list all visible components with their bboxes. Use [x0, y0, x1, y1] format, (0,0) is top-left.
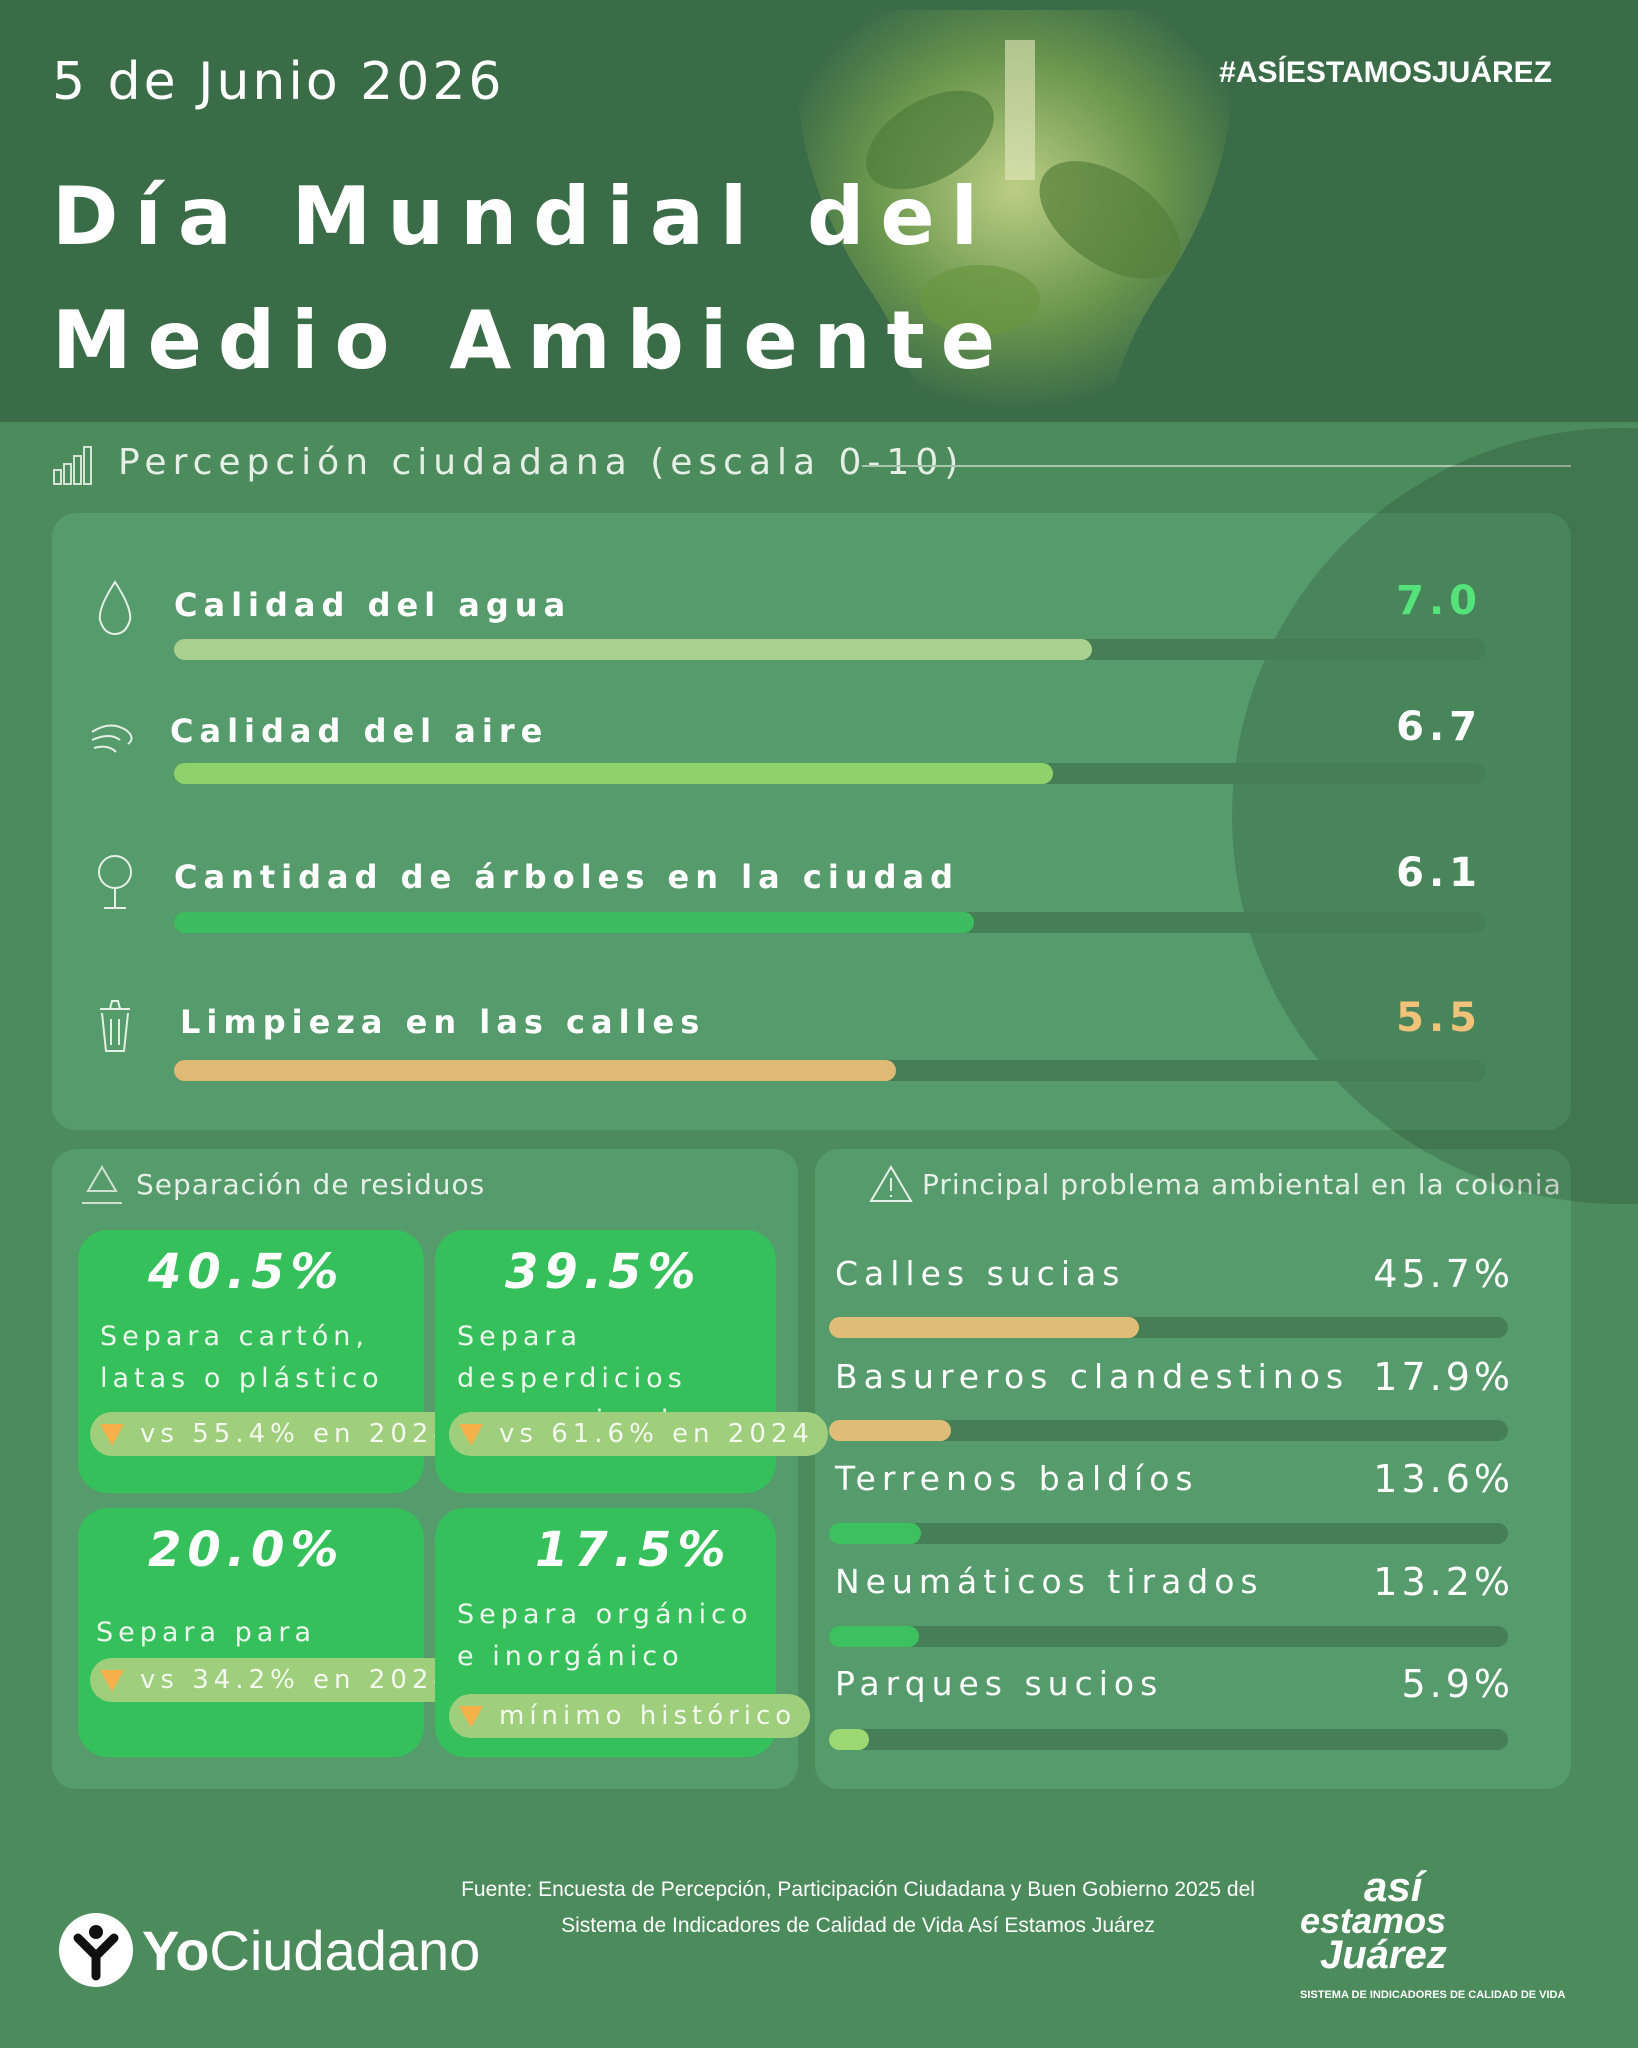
bar — [174, 912, 975, 933]
brand: YoCiudadano — [142, 1918, 480, 1983]
value-label: 17.9% — [1373, 1354, 1514, 1399]
bar — [174, 763, 1054, 784]
value-label: 13.6% — [1373, 1457, 1514, 1501]
perception-panel — [52, 513, 1571, 1130]
bar-label: Cantidad de árboles en la ciudad — [174, 858, 959, 896]
logo-text: Juárez — [1320, 1933, 1447, 1977]
brand-icon — [59, 1913, 133, 1987]
stat-card: 17.5% Separa orgánico e inorgánico mínimo … — [435, 1508, 811, 1757]
stat-text: Separa orgánico e inorgánico — [457, 1599, 753, 1672]
row-icon — [98, 855, 132, 909]
source: Sistema de Indicadores de Calidad de Vid… — [561, 1914, 1155, 1937]
stat-card: 40.5% Separa cartón, latas o plástico vs 5… — [78, 1230, 469, 1493]
row-icon — [100, 1000, 130, 1052]
comparison-pill: mínimo histórico — [449, 1694, 811, 1738]
divider — [862, 465, 1571, 467]
bar — [829, 1317, 1140, 1338]
bar-label: Calidad del aire — [170, 712, 549, 750]
bar — [829, 1523, 922, 1544]
brand-yo: Yo — [142, 1919, 210, 1982]
bar-track — [829, 1729, 1508, 1750]
bar-label: Calles sucias — [835, 1254, 1126, 1293]
hashtag: #ASÍESTAMOSJUÁREZ — [1219, 56, 1552, 89]
comparison-text: vs 61.6% en 2024 — [499, 1419, 814, 1449]
bar-label: Basureros clandestinos — [835, 1356, 1350, 1396]
bar-label: Parques sucios — [835, 1664, 1164, 1703]
stat-text: Separa cartón, latas o plástico — [100, 1321, 384, 1394]
comparison-pill: vs 61.6% en 2024 — [449, 1412, 828, 1456]
comparison-text: mínimo histórico — [499, 1701, 797, 1731]
bar — [174, 1060, 896, 1081]
logo: así estamos Juárez SISTEMA DE INDICADORE… — [1300, 1863, 1580, 2012]
brand-rest: Ciudadano — [209, 1919, 481, 1982]
bar-track — [174, 639, 1486, 660]
bar-track — [174, 1060, 1486, 1081]
down-arrow — [100, 1669, 124, 1692]
chart-icon — [53, 446, 92, 485]
value-label: 7.0 — [1396, 578, 1482, 624]
comparison-text: vs 34.2% en 2024 — [140, 1665, 455, 1695]
bar — [829, 1626, 919, 1647]
problems-panel — [815, 1149, 1571, 1789]
comparison-pill: vs 34.2% en 2024 — [90, 1658, 469, 1702]
title: Medio Ambiente — [52, 294, 1012, 387]
row-icon — [98, 580, 132, 636]
bar — [174, 639, 1093, 660]
row-icon — [91, 724, 133, 753]
source: Fuente: Encuesta de Percepción, Particip… — [461, 1878, 1255, 1901]
bar-track — [174, 912, 1486, 933]
bar-track — [829, 1626, 1508, 1647]
value-label: 6.1 — [1396, 850, 1482, 896]
section-title: Percepción ciudadana (escala 0-10) — [118, 442, 965, 483]
down-arrow — [459, 1705, 483, 1728]
stat-card: 39.5%Separa desperdicios para animalesvs… — [435, 1230, 828, 1493]
bar-track — [829, 1420, 1508, 1441]
lightbulb-image — [796, 10, 1234, 410]
bar-track — [829, 1317, 1508, 1338]
stat-card: 20.0%Separa para plantasvs 34.2% en 2024 — [78, 1508, 469, 1757]
value-label: 6.7 — [1396, 704, 1482, 750]
down-arrow — [100, 1423, 124, 1446]
logo-text: así — [1364, 1863, 1423, 1910]
logo-tagline: SISTEMA DE INDICADORES DE CALIDAD DE VID… — [1300, 1989, 1566, 2001]
bar — [829, 1420, 951, 1441]
date: 5 de Junio 2026 — [52, 52, 505, 112]
stat-value: 20.0% — [148, 1522, 345, 1578]
bar-label: Limpieza en las calles — [180, 1003, 706, 1041]
panel-title: Separación de residuos — [136, 1168, 486, 1201]
value-label: 45.7% — [1373, 1252, 1514, 1296]
comparison-pill: vs 55.4% en 2024 — [90, 1412, 469, 1456]
warning-icon — [869, 1165, 913, 1202]
bar-label: Terrenos baldíos — [835, 1459, 1199, 1498]
recycle-icon — [82, 1165, 122, 1204]
logo-text: estamos — [1300, 1900, 1447, 1941]
value-label: 5.5 — [1396, 995, 1482, 1041]
bar-track — [829, 1523, 1508, 1544]
value-label: 13.2% — [1373, 1559, 1514, 1604]
value-label: 5.9% — [1401, 1662, 1514, 1706]
stat-value: 39.5% — [505, 1244, 702, 1300]
bar-label: Neumáticos tirados — [835, 1561, 1264, 1601]
bar-track — [174, 763, 1486, 784]
comparison-text: vs 55.4% en 2024 — [140, 1419, 455, 1449]
title: Día Mundial del — [52, 170, 995, 263]
stat-value: 17.5% — [535, 1522, 732, 1578]
bar — [829, 1729, 870, 1750]
panel-title: Principal problema ambiental en la colon… — [922, 1168, 1562, 1201]
bar-label: Calidad del agua — [174, 586, 572, 624]
stat-value: 40.5% — [148, 1244, 345, 1300]
down-arrow — [459, 1423, 483, 1446]
